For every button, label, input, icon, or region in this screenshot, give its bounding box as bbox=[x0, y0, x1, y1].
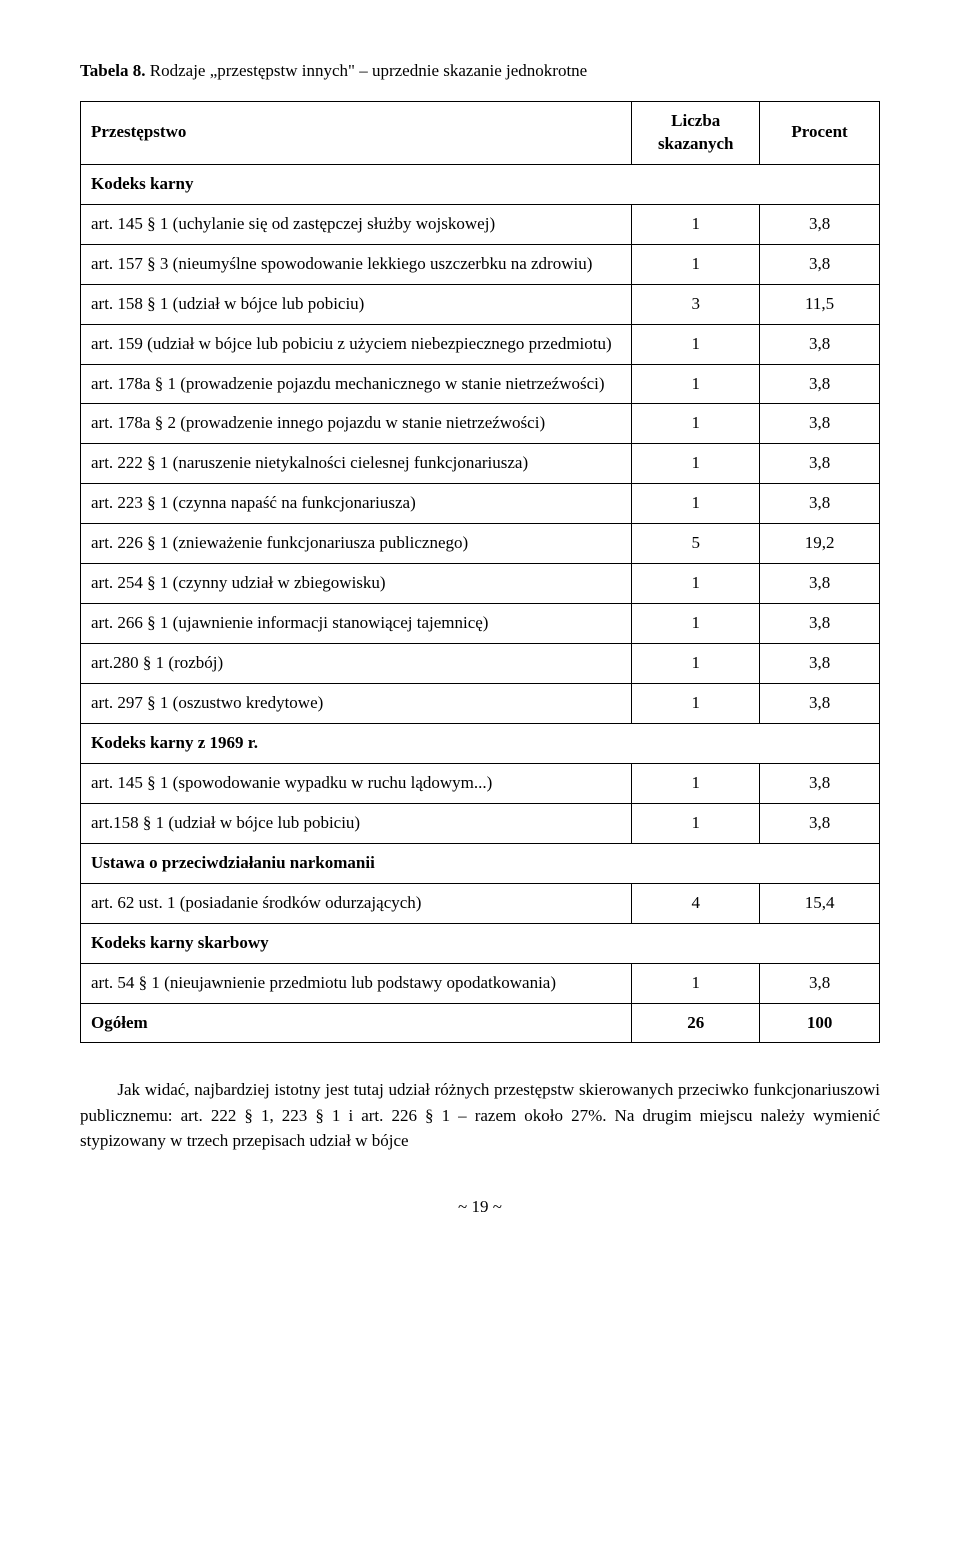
section-heading: Ustawa o przeciwdziałaniu narkomanii bbox=[81, 843, 880, 883]
row-percent: 3,8 bbox=[760, 684, 880, 724]
row-label: art. 159 (udział w bójce lub pobiciu z u… bbox=[81, 324, 632, 364]
row-label: art. 178a § 1 (prowadzenie pojazdu mecha… bbox=[81, 364, 632, 404]
page-number: ~ 19 ~ bbox=[80, 1196, 880, 1219]
row-label: art. 223 § 1 (czynna napaść na funkcjona… bbox=[81, 484, 632, 524]
header-col1: Przestępstwo bbox=[81, 101, 632, 164]
table-row: art. 145 § 1 (spowodowanie wypadku w ruc… bbox=[81, 763, 880, 803]
body-paragraph: Jak widać, najbardziej istotny jest tuta… bbox=[80, 1077, 880, 1154]
table-row: art. 226 § 1 (znieważenie funkcjonariusz… bbox=[81, 524, 880, 564]
row-label: art.158 § 1 (udział w bójce lub pobiciu) bbox=[81, 803, 632, 843]
row-count: 3 bbox=[632, 284, 760, 324]
row-count: 1 bbox=[632, 364, 760, 404]
title-prefix: Tabela 8. bbox=[80, 61, 146, 80]
table-row: art. 158 § 1 (udział w bójce lub pobiciu… bbox=[81, 284, 880, 324]
table-title: Tabela 8. Rodzaje „przestępstw innych" –… bbox=[80, 60, 880, 83]
row-count: 1 bbox=[632, 963, 760, 1003]
row-label: art.280 § 1 (rozbój) bbox=[81, 644, 632, 684]
row-label: art. 62 ust. 1 (posiadanie środków odurz… bbox=[81, 883, 632, 923]
row-percent: 15,4 bbox=[760, 883, 880, 923]
row-percent: 3,8 bbox=[760, 204, 880, 244]
row-label: art. 254 § 1 (czynny udział w zbiegowisk… bbox=[81, 564, 632, 604]
table-row: art. 62 ust. 1 (posiadanie środków odurz… bbox=[81, 883, 880, 923]
table-row: art. 266 § 1 (ujawnienie informacji stan… bbox=[81, 604, 880, 644]
row-percent: 3,8 bbox=[760, 484, 880, 524]
row-count: 1 bbox=[632, 204, 760, 244]
row-label: art. 226 § 1 (znieważenie funkcjonariusz… bbox=[81, 524, 632, 564]
section-heading-row: Kodeks karny skarbowy bbox=[81, 923, 880, 963]
section-heading: Kodeks karny skarbowy bbox=[81, 923, 880, 963]
table-row: art. 54 § 1 (nieujawnienie przedmiotu lu… bbox=[81, 963, 880, 1003]
section-heading: Kodeks karny bbox=[81, 164, 880, 204]
row-label: art. 178a § 2 (prowadzenie innego pojazd… bbox=[81, 404, 632, 444]
table-row: art. 159 (udział w bójce lub pobiciu z u… bbox=[81, 324, 880, 364]
row-percent: 3,8 bbox=[760, 644, 880, 684]
table-row: art.280 § 1 (rozbój)13,8 bbox=[81, 644, 880, 684]
section-heading: Kodeks karny z 1969 r. bbox=[81, 723, 880, 763]
row-percent: 3,8 bbox=[760, 364, 880, 404]
row-label: art. 266 § 1 (ujawnienie informacji stan… bbox=[81, 604, 632, 644]
table-row: art. 157 § 3 (nieumyślne spowodowanie le… bbox=[81, 244, 880, 284]
row-count: 1 bbox=[632, 564, 760, 604]
row-percent: 3,8 bbox=[760, 604, 880, 644]
table-row: art. 254 § 1 (czynny udział w zbiegowisk… bbox=[81, 564, 880, 604]
data-table: Przestępstwo Liczba skazanych Procent Ko… bbox=[80, 101, 880, 1044]
row-count: 1 bbox=[632, 244, 760, 284]
row-count: 1 bbox=[632, 444, 760, 484]
row-percent: 3,8 bbox=[760, 324, 880, 364]
table-row: art. 297 § 1 (oszustwo kredytowe)13,8 bbox=[81, 684, 880, 724]
row-percent: 3,8 bbox=[760, 763, 880, 803]
row-label: art. 158 § 1 (udział w bójce lub pobiciu… bbox=[81, 284, 632, 324]
row-label: art. 54 § 1 (nieujawnienie przedmiotu lu… bbox=[81, 963, 632, 1003]
row-count: 1 bbox=[632, 604, 760, 644]
table-row: art. 145 § 1 (uchylanie się od zastępcze… bbox=[81, 204, 880, 244]
row-percent: 3,8 bbox=[760, 244, 880, 284]
section-heading-row: Kodeks karny bbox=[81, 164, 880, 204]
row-count: 1 bbox=[632, 484, 760, 524]
row-count: 1 bbox=[632, 803, 760, 843]
table-row: art. 222 § 1 (naruszenie nietykalności c… bbox=[81, 444, 880, 484]
row-count: 1 bbox=[632, 763, 760, 803]
row-count: 1 bbox=[632, 324, 760, 364]
row-count: 5 bbox=[632, 524, 760, 564]
total-label: Ogółem bbox=[81, 1003, 632, 1043]
row-label: art. 297 § 1 (oszustwo kredytowe) bbox=[81, 684, 632, 724]
row-percent: 3,8 bbox=[760, 404, 880, 444]
header-col3: Procent bbox=[760, 101, 880, 164]
table-row: art.158 § 1 (udział w bójce lub pobiciu)… bbox=[81, 803, 880, 843]
row-count: 1 bbox=[632, 404, 760, 444]
row-count: 4 bbox=[632, 883, 760, 923]
row-count: 1 bbox=[632, 644, 760, 684]
total-row: Ogółem26100 bbox=[81, 1003, 880, 1043]
section-heading-row: Ustawa o przeciwdziałaniu narkomanii bbox=[81, 843, 880, 883]
section-heading-row: Kodeks karny z 1969 r. bbox=[81, 723, 880, 763]
title-rest: Rodzaje „przestępstw innych" – uprzednie… bbox=[146, 61, 588, 80]
table-row: art. 178a § 1 (prowadzenie pojazdu mecha… bbox=[81, 364, 880, 404]
row-count: 1 bbox=[632, 684, 760, 724]
table-row: art. 178a § 2 (prowadzenie innego pojazd… bbox=[81, 404, 880, 444]
row-label: art. 145 § 1 (spowodowanie wypadku w ruc… bbox=[81, 763, 632, 803]
header-col2: Liczba skazanych bbox=[632, 101, 760, 164]
row-percent: 3,8 bbox=[760, 444, 880, 484]
row-percent: 3,8 bbox=[760, 803, 880, 843]
table-row: art. 223 § 1 (czynna napaść na funkcjona… bbox=[81, 484, 880, 524]
total-count: 26 bbox=[632, 1003, 760, 1043]
row-percent: 3,8 bbox=[760, 963, 880, 1003]
row-percent: 19,2 bbox=[760, 524, 880, 564]
row-label: art. 222 § 1 (naruszenie nietykalności c… bbox=[81, 444, 632, 484]
row-label: art. 157 § 3 (nieumyślne spowodowanie le… bbox=[81, 244, 632, 284]
row-percent: 3,8 bbox=[760, 564, 880, 604]
row-percent: 11,5 bbox=[760, 284, 880, 324]
total-percent: 100 bbox=[760, 1003, 880, 1043]
header-row: Przestępstwo Liczba skazanych Procent bbox=[81, 101, 880, 164]
row-label: art. 145 § 1 (uchylanie się od zastępcze… bbox=[81, 204, 632, 244]
